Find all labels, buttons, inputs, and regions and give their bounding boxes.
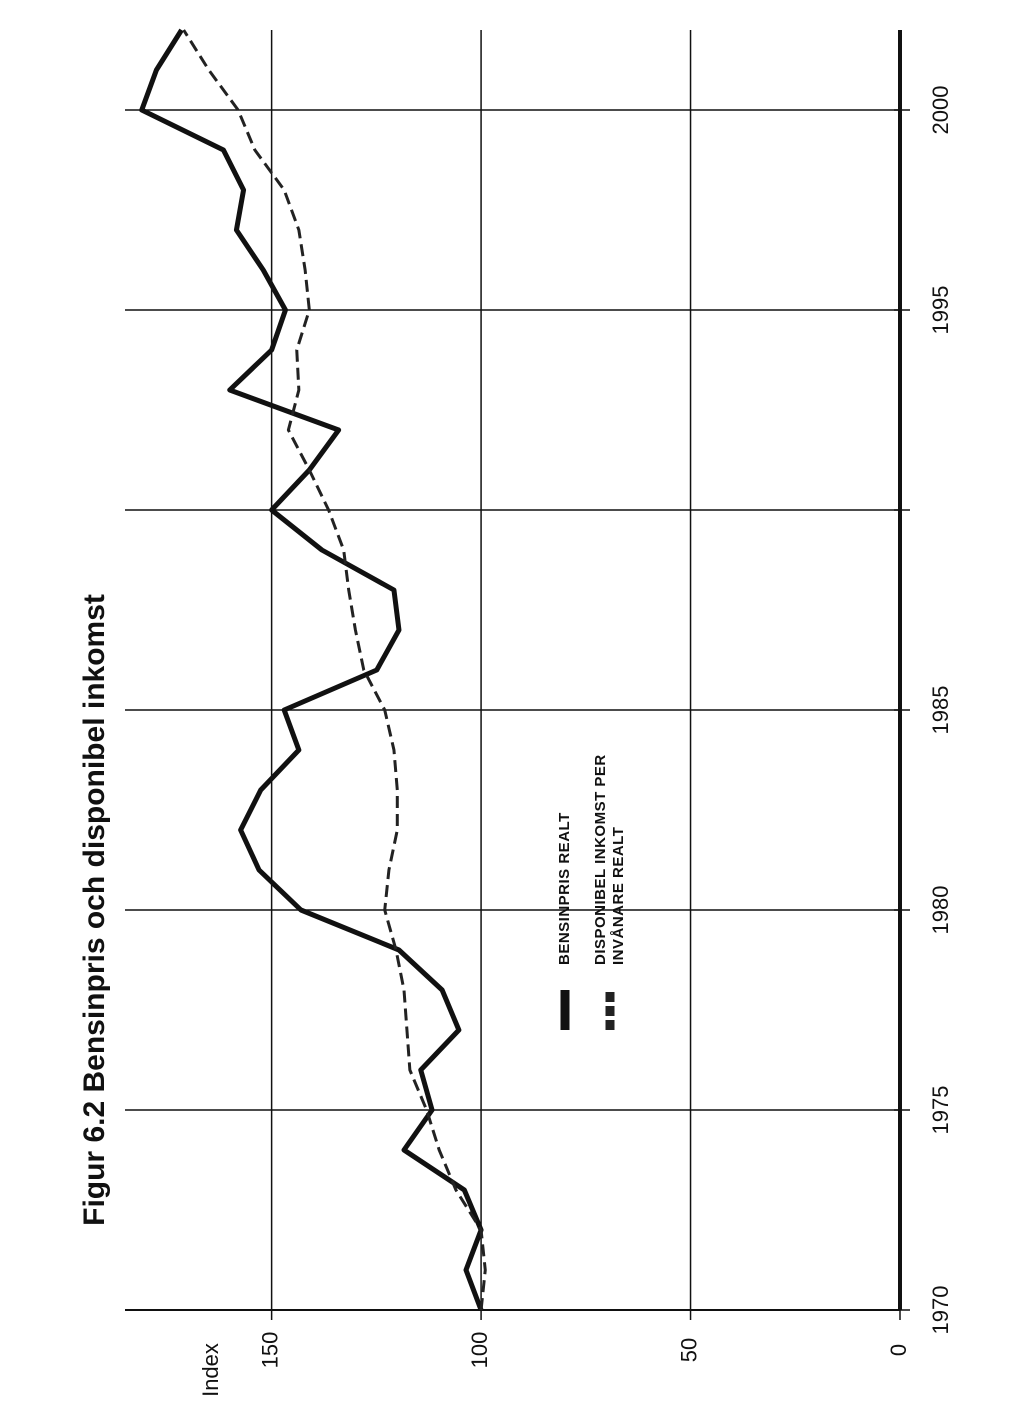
- x-tick-label: 1985: [928, 686, 953, 735]
- legend-line: INVÅNARE REALT: [610, 827, 627, 965]
- legend-line: DISPONIBEL INKOMST PER: [592, 754, 609, 965]
- x-tick-label: 1975: [928, 1086, 953, 1135]
- x-tick-label: 1980: [928, 886, 953, 935]
- y-tick-label: 0: [886, 1344, 911, 1356]
- line-series: [182, 29, 487, 1311]
- legend-label: DISPONIBEL INKOMST PERINVÅNARE REALT: [592, 754, 627, 965]
- line-series: [139, 28, 484, 1311]
- y-tick-label: 150: [257, 1332, 282, 1369]
- legend-label: BENSINPRIS REALT: [556, 812, 573, 965]
- y-tick-label: 100: [467, 1332, 492, 1369]
- x-tick-label: 1970: [928, 1286, 953, 1335]
- chart-title: Figur 6.2 Bensinpris och disponibel inko…: [78, 594, 111, 1226]
- x-tick-label: 1995: [928, 286, 953, 335]
- y-tick-label: 50: [676, 1338, 701, 1362]
- x-tick-label: 2000: [928, 86, 953, 135]
- y-axis-label: Index: [198, 1343, 223, 1397]
